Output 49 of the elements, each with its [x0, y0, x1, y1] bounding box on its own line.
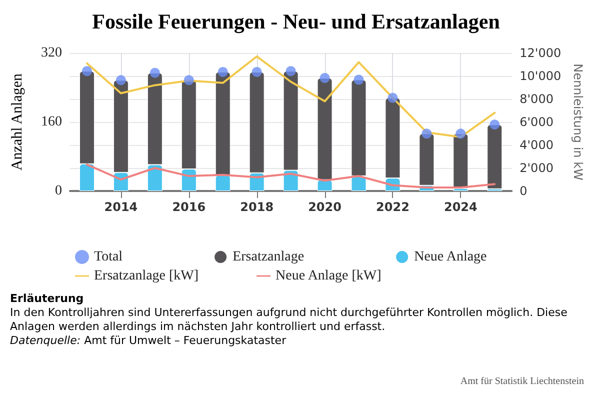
y-axis-title: Anzahl Anlagen: [10, 72, 26, 171]
y2-tick-label: 12'000: [520, 46, 562, 60]
point: [252, 66, 262, 77]
text: In den Kontrolljahren sind Untererfassungen aufgrund nicht durchgeführter Kontrollen möglich. Diese Anlagen werden allerdings im nächsten Jahr kontrolliert und erfasst.: [10, 306, 568, 334]
legend-label: Neue Anlage [kW]: [276, 268, 382, 284]
bar: [317, 78, 332, 180]
bar: [487, 124, 502, 189]
x-tick-label: 2016: [172, 200, 206, 214]
point: [150, 68, 160, 78]
text: Datenquelle: Amt für Umwelt – Feuerungskataster: [10, 334, 288, 348]
y2-tick-label: 10'000: [520, 69, 562, 83]
bar: [317, 180, 332, 191]
y2-tick-label: 8'000: [520, 92, 554, 106]
point: [456, 128, 466, 139]
x-tick-label: 2018: [240, 200, 274, 214]
bar: [215, 175, 230, 191]
point: [354, 74, 364, 85]
point: [320, 73, 330, 84]
point: [184, 75, 194, 86]
point: [388, 92, 398, 103]
point: [218, 66, 228, 77]
point: [286, 66, 296, 76]
text: Amt für Statistik Liechtenstein: [460, 376, 584, 387]
y2-axis-title: Nennleistung in kW: [571, 64, 585, 181]
legend-label: Neue Anlage: [414, 250, 487, 264]
line-series: [86, 55, 496, 138]
y2-tick-label: 4'000: [520, 138, 554, 152]
legend-label: Total: [94, 250, 123, 264]
x-tick-label: 2020: [308, 200, 342, 214]
y-tick-label: 320: [41, 46, 62, 60]
point: [116, 75, 126, 86]
bar: [215, 72, 230, 176]
y2-tick-label: 6'000: [520, 115, 554, 129]
y-tick-label: 0: [55, 184, 62, 198]
point: [490, 120, 500, 130]
legend-label: Ersatzanlage: [232, 250, 304, 264]
chart-title: Fossile Feuerungen - Neu- und Ersatzanlagen: [92, 10, 500, 34]
x-tick-label: 2014: [104, 200, 138, 214]
point: [422, 128, 432, 139]
line-series: [86, 164, 496, 189]
point: [82, 66, 92, 76]
x-tick-label: 2024: [444, 200, 478, 214]
y2-tick-label: 0: [520, 184, 528, 198]
legend-label: Ersatzanlage [kW]: [94, 268, 199, 284]
text: Erläuterung: [10, 292, 85, 306]
bar: [453, 134, 468, 188]
y2-tick-label: 2'000: [520, 161, 554, 175]
y-tick-label: 160: [41, 114, 62, 130]
x-tick-label: 2022: [376, 200, 410, 214]
